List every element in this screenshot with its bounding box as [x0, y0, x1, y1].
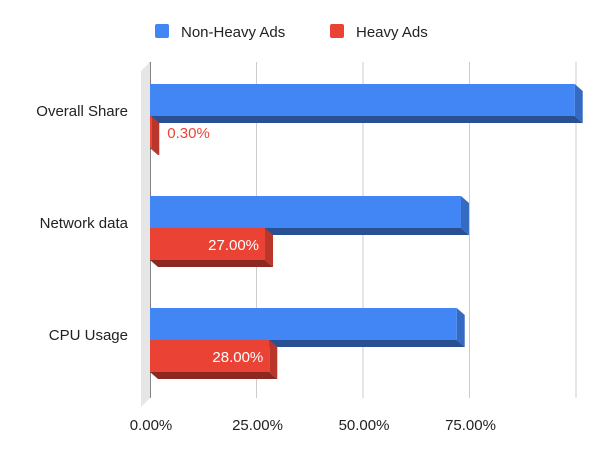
bar-front-face — [150, 84, 575, 116]
x-tick-label: 25.00% — [232, 417, 283, 434]
bar-under-face — [150, 372, 278, 379]
bar-non-heavy-ads-cpu-usage — [150, 308, 465, 347]
bar-side-face — [151, 116, 160, 155]
bar-front-face — [150, 308, 457, 340]
data-label-heavy-ads-overall-share: 0.30% — [167, 125, 210, 142]
bar-side-face — [574, 84, 583, 123]
data-labels: 0.30% 27.00% 28.00% — [167, 125, 263, 366]
bar-heavy-ads-overall-share — [150, 116, 160, 155]
category-label-overall-share: Overall Share — [36, 103, 128, 120]
bar-heavy-ads-cpu-usage — [150, 340, 278, 379]
bar-front-face — [150, 340, 270, 372]
bar-front-face — [150, 116, 152, 148]
category-label-cpu-usage: CPU Usage — [49, 327, 128, 344]
bar-front-face — [150, 228, 266, 260]
bar-under-face — [150, 260, 274, 267]
bar-under-face — [150, 148, 160, 155]
bar-under-face — [150, 116, 583, 123]
category-labels: Overall Share Network data CPU Usage — [36, 103, 128, 344]
category-label-network-data: Network data — [40, 215, 129, 232]
left-wall — [141, 62, 150, 407]
bar-side-face — [269, 340, 278, 379]
legend-swatch — [155, 24, 169, 38]
legend-swatch — [330, 24, 344, 38]
x-tick-label: 0.00% — [130, 417, 173, 434]
bar-heavy-ads-network-data — [150, 228, 274, 267]
data-label-heavy-ads-cpu-usage: 28.00% — [212, 349, 263, 366]
chart-3d-wall — [141, 62, 150, 407]
x-tick-label: 50.00% — [339, 417, 390, 434]
x-axis-ticks: 0.00% 25.00% 50.00% 75.00% — [130, 417, 496, 434]
x-tick-label: 75.00% — [445, 417, 496, 434]
data-label-heavy-ads-network-data: 27.00% — [208, 237, 259, 254]
legend-label: Heavy Ads — [356, 24, 428, 41]
bar-side-face — [460, 196, 469, 235]
bars — [150, 84, 583, 379]
legend-item-heavy-ads: Heavy Ads — [330, 24, 428, 41]
bar-side-face — [265, 228, 274, 267]
legend-item-non-heavy-ads: Non-Heavy Ads — [155, 24, 285, 41]
legend: Non-Heavy Ads Heavy Ads — [155, 24, 428, 41]
bar-side-face — [456, 308, 465, 347]
bar-front-face — [150, 196, 461, 228]
bar-non-heavy-ads-overall-share — [150, 84, 583, 123]
legend-label: Non-Heavy Ads — [181, 24, 285, 41]
